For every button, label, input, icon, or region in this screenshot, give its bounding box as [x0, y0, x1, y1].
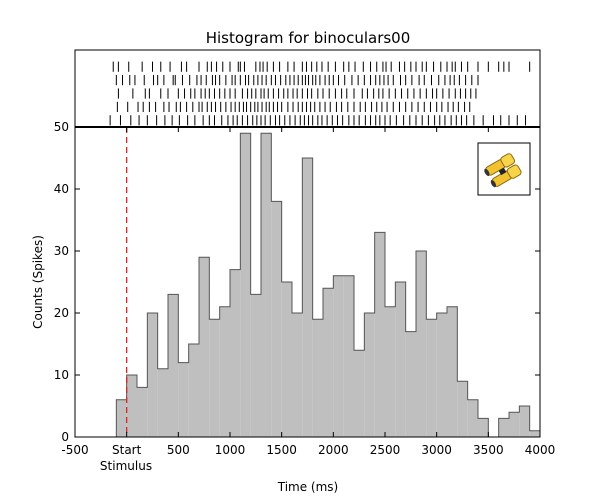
- histogram-bar: [467, 399, 478, 437]
- histogram-bar: [157, 368, 168, 437]
- y-tick-label: 40: [54, 182, 69, 196]
- histogram-bar: [199, 257, 210, 437]
- histogram-bar: [312, 319, 323, 437]
- raster-spike-ticks: [109, 61, 531, 126]
- x-axis-ticks: -500 Start 500 1000 1500 2000 2500 3000 3500 4000: [61, 127, 555, 457]
- histogram-bar: [147, 313, 158, 437]
- histogram-bar: [271, 201, 282, 437]
- histogram-bar: [426, 319, 437, 437]
- histogram-bar: [261, 133, 272, 437]
- histogram-bar: [478, 418, 489, 437]
- histogram-bar: [240, 133, 251, 437]
- y-tick-label: 20: [54, 306, 69, 320]
- histogram-bar: [281, 282, 292, 437]
- x-axis-label: Time (ms): [277, 480, 339, 494]
- histogram-bar: [116, 399, 127, 437]
- x-tick-label: 2500: [370, 443, 401, 457]
- histogram-bar: [178, 362, 189, 437]
- x-tick-label: Start: [112, 443, 142, 457]
- histogram-bar: [250, 294, 261, 437]
- histogram-bar: [137, 387, 148, 437]
- histogram-bar: [519, 406, 530, 437]
- y-tick-label: 50: [54, 120, 69, 134]
- inset-icon-box: [477, 142, 531, 196]
- histogram-bar: [323, 288, 334, 437]
- histogram-bar: [168, 294, 179, 437]
- histogram-bar: [447, 306, 458, 437]
- histogram-bar: [498, 418, 509, 437]
- histogram-bar: [209, 319, 220, 437]
- histogram-bar: [343, 275, 354, 437]
- x-tick-label: 2000: [318, 443, 349, 457]
- y-tick-label: 10: [54, 368, 69, 382]
- histogram-bar: [436, 313, 447, 437]
- raster-panel: [74, 49, 541, 128]
- x-tick-label: 500: [167, 443, 190, 457]
- y-axis-label: Counts (Spikes): [31, 235, 45, 329]
- histogram-bar: [333, 275, 344, 437]
- x-tick-label: 1000: [215, 443, 246, 457]
- histogram-bar: [405, 331, 416, 437]
- x-tick-label: 4000: [525, 443, 556, 457]
- y-tick-label: 30: [54, 244, 69, 258]
- x-tick-sublabel: Stimulus: [100, 459, 152, 473]
- histogram-bars: [115, 132, 541, 438]
- x-tick-label: 3000: [421, 443, 452, 457]
- histogram-outline: [115, 132, 541, 438]
- histogram-bar: [529, 430, 540, 437]
- histogram-bar: [354, 350, 365, 437]
- histogram-bar: [126, 375, 137, 437]
- histogram-bar: [457, 381, 468, 437]
- x-tick-label: -500: [61, 443, 88, 457]
- histogram-panel: -500 Start 500 1000 1500 2000 2500 3000 3500 4000…: [31, 120, 555, 494]
- histogram-bar: [364, 313, 375, 437]
- histogram-bar: [219, 306, 230, 437]
- y-tick-label: 0: [61, 430, 69, 444]
- histogram-bar: [230, 269, 241, 437]
- y-axis-ticks: 0 10 20 30 40 50: [54, 120, 540, 444]
- histogram-bar: [302, 158, 313, 437]
- histogram-bar: [509, 412, 520, 437]
- histogram-bar: [416, 251, 427, 437]
- x-tick-label: 1500: [266, 443, 297, 457]
- histogram-bar: [385, 306, 396, 437]
- binoculars-icon: [484, 153, 522, 188]
- chart-title: Histogram for binoculars00: [206, 29, 411, 47]
- histogram-bar: [395, 282, 406, 437]
- x-tick-label: 3500: [473, 443, 504, 457]
- histogram-bar: [374, 232, 385, 437]
- histogram-bar: [188, 344, 199, 437]
- histogram-bar: [292, 313, 303, 437]
